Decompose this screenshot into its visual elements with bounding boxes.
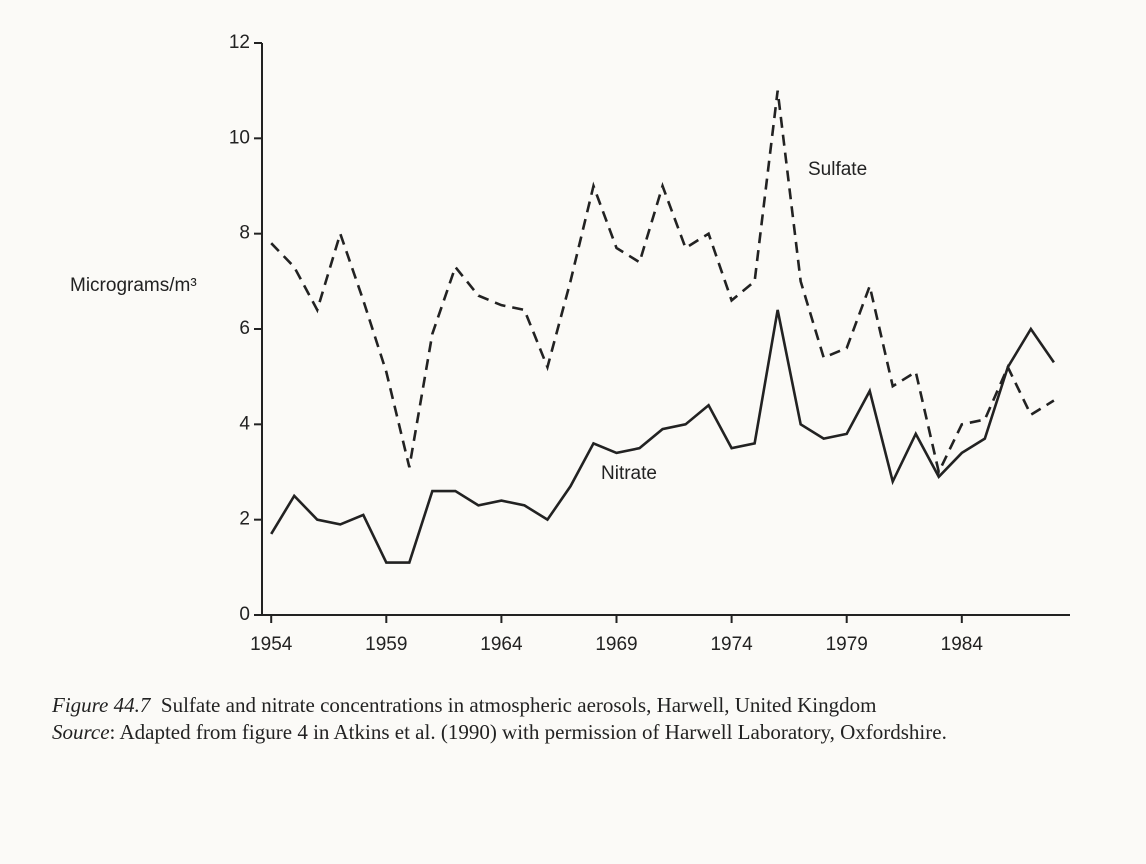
figure-text: Sulfate and nitrate concentrations in at… [160,693,877,717]
chart: Micrograms/m³ 0 2 4 6 8 10 12 1954 1959 1964 1969 1… [70,32,1070,655]
x-tick-label: 1979 [826,634,868,655]
x-tick-label: 1969 [595,634,637,655]
x-tick-label: 1954 [250,634,293,655]
y-tick-label: 10 [229,127,250,148]
y-axis-label: Micrograms/m³ [70,275,197,296]
y-tick-label: 0 [239,604,250,625]
series-line [270,309,1055,564]
figure-label: Figure 44.7 [52,693,151,717]
x-tick-label: 1974 [710,634,753,655]
x-tick-label: 1964 [480,634,523,655]
source-note: Source: Adapted from figure 4 in Atkins … [52,719,1080,746]
y-tick-label: 8 [239,223,250,244]
y-tick-label: 2 [239,509,250,530]
x-tick-label: 1959 [365,634,407,655]
source-text: : Adapted from figure 4 in Atkins et al.… [109,720,947,744]
figure-caption: Figure 44.7 Sulfate and nitrate concentr… [52,692,1080,719]
series-label: Sulfate [808,159,867,180]
series-label: Nitrate [601,463,657,484]
caption: Figure 44.7 Sulfate and nitrate concentr… [52,692,1080,746]
y-tick-label: 6 [239,318,250,339]
source-label: Source [52,720,110,744]
x-tick-label: 1984 [941,634,984,655]
y-tick-label: 12 [229,32,250,53]
series-line [270,90,1055,476]
y-tick-label: 4 [239,413,250,434]
